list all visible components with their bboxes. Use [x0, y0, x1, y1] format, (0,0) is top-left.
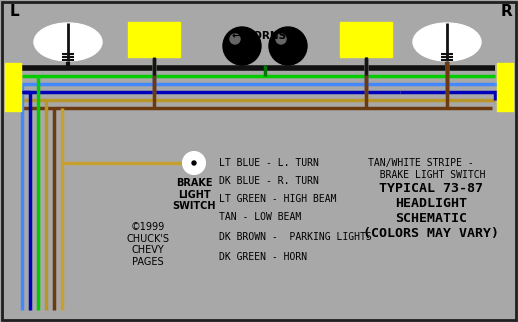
Text: R: R [501, 4, 513, 19]
Bar [355, 177, 507, 307]
Circle shape [223, 27, 261, 65]
Circle shape [276, 34, 286, 44]
Text: DK GREEN - HORN: DK GREEN - HORN [219, 252, 307, 262]
Bar [340, 22, 392, 57]
Bar [112, 218, 185, 290]
Ellipse shape [34, 23, 102, 61]
Circle shape [192, 161, 196, 165]
Circle shape [269, 27, 307, 65]
Text: BRAKE
LIGHT
SWITCH: BRAKE LIGHT SWITCH [172, 178, 216, 211]
Bar [5, 63, 21, 111]
Circle shape [230, 34, 240, 44]
Text: TAN/WHITE STRIPE -
  BRAKE LIGHT SWITCH: TAN/WHITE STRIPE - BRAKE LIGHT SWITCH [368, 158, 485, 180]
Circle shape [183, 152, 205, 174]
Text: TYPICAL 73-87
HEADLIGHT
SCHEMATIC
(COLORS MAY VARY): TYPICAL 73-87 HEADLIGHT SCHEMATIC (COLOR… [363, 182, 499, 240]
Bar [213, 148, 513, 313]
Text: L: L [10, 4, 20, 19]
Text: ← HORNS →: ← HORNS → [232, 31, 298, 41]
Ellipse shape [413, 23, 481, 61]
Text: ©1999
CHUCK'S
CHEVY
PAGES: ©1999 CHUCK'S CHEVY PAGES [126, 222, 169, 267]
Text: DK BLUE - R. TURN: DK BLUE - R. TURN [219, 176, 319, 186]
Bar [128, 22, 180, 57]
Text: LT GREEN - HIGH BEAM: LT GREEN - HIGH BEAM [219, 194, 337, 204]
Text: DK BROWN -  PARKING LIGHTS: DK BROWN - PARKING LIGHTS [219, 232, 372, 242]
Text: LT BLUE - L. TURN: LT BLUE - L. TURN [219, 158, 319, 168]
Bar [497, 63, 513, 111]
Text: TAN - LOW BEAM: TAN - LOW BEAM [219, 212, 301, 222]
